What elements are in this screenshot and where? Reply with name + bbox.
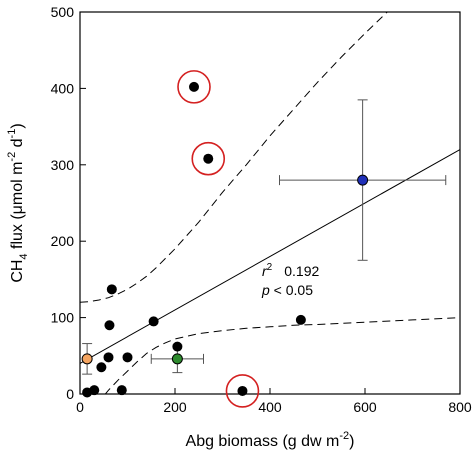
x-axis-title: Abg biomass (g dw m-2) <box>186 430 355 450</box>
mean-point <box>357 174 369 186</box>
outlier-ring <box>177 70 211 104</box>
y-tick-label: 400 <box>51 80 75 96</box>
data-points <box>82 284 306 398</box>
outlier-rings <box>177 70 260 408</box>
y-tick-label: 300 <box>51 157 75 173</box>
y-tick-label: 200 <box>51 233 75 249</box>
outlier-point <box>189 81 199 92</box>
data-point <box>89 385 100 396</box>
data-point <box>103 352 114 363</box>
axis-ticks: 0 200 400 600 800 0 100 200 300 400 500 <box>51 4 472 415</box>
outlier-ring <box>191 141 226 176</box>
data-point <box>172 341 183 352</box>
data-point <box>104 320 115 331</box>
outlier-point <box>237 385 248 396</box>
data-point <box>122 352 133 363</box>
mean-point <box>171 353 183 365</box>
plot-frame <box>79 11 461 395</box>
plot-area: 0 200 400 600 800 0 100 200 300 400 500 <box>51 4 472 415</box>
mean-points <box>81 174 369 365</box>
data-point <box>96 362 107 373</box>
outlier-point <box>203 153 214 164</box>
data-point <box>148 316 159 327</box>
data-point <box>116 385 127 396</box>
x-tick-label: 0 <box>76 399 84 415</box>
y-tick-label: 500 <box>51 4 75 20</box>
data-point <box>106 284 117 295</box>
p-value-annotation: p < 0.05 <box>261 282 313 298</box>
y-tick-label: 0 <box>66 386 74 402</box>
y-tick-label: 100 <box>51 310 75 326</box>
confidence-band-upper <box>80 12 388 303</box>
regression-line <box>80 149 460 364</box>
mean-point <box>81 353 93 365</box>
x-tick-label: 200 <box>163 399 187 415</box>
x-tick-label: 600 <box>353 399 377 415</box>
y-axis-title: CH4 flux (μmol m-2 d-1) <box>6 123 30 282</box>
error-bars <box>82 99 447 375</box>
data-point <box>295 314 306 325</box>
x-tick-label: 400 <box>258 399 282 415</box>
r-squared-annotation: r2 0.192 <box>262 262 319 279</box>
confidence-band-lower <box>104 317 460 394</box>
x-tick-label: 800 <box>448 399 472 415</box>
outlier-ring <box>225 374 260 408</box>
